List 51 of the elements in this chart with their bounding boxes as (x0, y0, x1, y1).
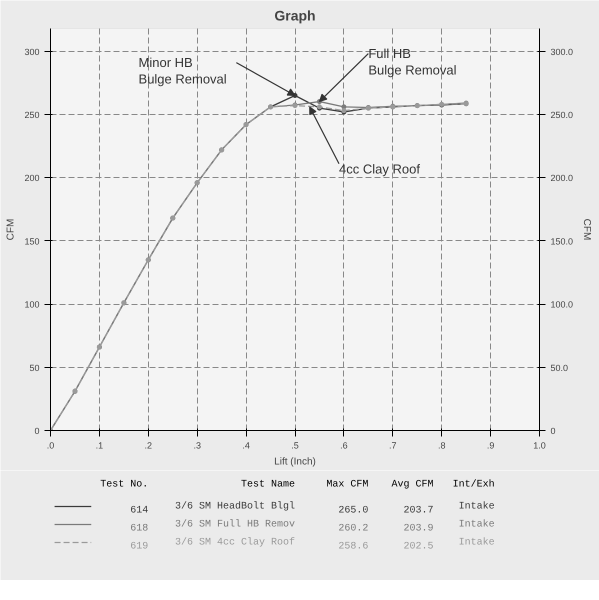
text: 202.5 (404, 542, 434, 552)
y-tick-label: 0 (34, 426, 40, 436)
text: Max CFM (326, 480, 368, 490)
y-tick-label: 300 (24, 46, 40, 57)
y2-tick-label: 50.0 (550, 362, 568, 373)
y2-tick-label: 250.0 (550, 110, 574, 120)
text: 203.7 (404, 506, 434, 516)
text: 619 (130, 542, 148, 552)
y2-tick-label: 200.0 (550, 173, 574, 184)
text: Intake (458, 536, 495, 548)
x-tick-label: .3 (193, 440, 201, 450)
x-tick-label: .1 (96, 440, 104, 450)
y-tick-label: 100 (24, 300, 40, 310)
x-tick-label: .4 (242, 440, 250, 450)
x-tick-label: .8 (438, 440, 446, 450)
y2-axis-title: CFM (581, 218, 592, 240)
text: 618 (130, 524, 148, 534)
x-tick-label: .5 (291, 440, 299, 450)
y2-tick-label: 150.0 (550, 236, 574, 246)
text: 258.6 (338, 542, 368, 552)
x-tick-label: .7 (389, 440, 397, 450)
x-tick-label: 1.0 (533, 440, 546, 450)
x-tick-label: .0 (46, 440, 54, 450)
text: Int/Exh (452, 478, 495, 490)
chart-title: Graph (274, 8, 316, 24)
annotation: Minor HB Bulge Removal (138, 55, 227, 87)
text: 3/6 SM 4cc Clay Roof (174, 536, 296, 548)
y-tick-label: 150 (24, 236, 40, 246)
y-tick-label: 200 (24, 173, 40, 184)
y2-tick-label: 100.0 (550, 300, 574, 310)
y2-tick-label: 0 (550, 426, 556, 436)
text: Test Name (240, 480, 296, 490)
text: Intake (458, 518, 495, 530)
text: Test No. (100, 480, 148, 490)
y-tick-label: 50 (29, 362, 40, 373)
x-tick-label: .6 (340, 440, 348, 450)
annotation: 4cc Clay Roof (339, 161, 420, 176)
text: 203.9 (404, 524, 434, 534)
text: 265.0 (338, 506, 368, 516)
text: Intake (458, 500, 495, 512)
y2-tick-label: 300.0 (550, 46, 574, 57)
text: 260.2 (338, 524, 368, 534)
x-tick-label: .9 (486, 440, 494, 450)
text: 3/6 SM Full HB Remov (174, 518, 296, 530)
text: 614 (130, 506, 148, 516)
text: Avg CFM (392, 480, 434, 490)
y-axis-title: CFM (5, 218, 16, 240)
text: 3/6 SM HeadBolt Blgl (174, 500, 296, 512)
x-tick-label: .2 (144, 440, 152, 450)
x-axis-title: Lift (Inch) (274, 456, 316, 468)
y-tick-label: 250 (24, 110, 40, 120)
